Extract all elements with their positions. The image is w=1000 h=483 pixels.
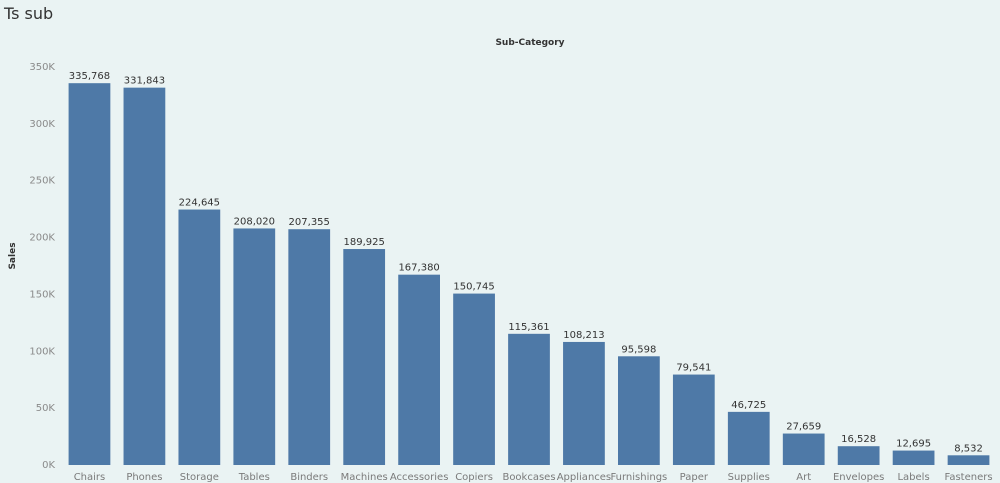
category-label: Machines [341, 472, 388, 483]
y-tick-label: 350K [29, 62, 55, 73]
y-tick-label: 150K [29, 289, 55, 300]
y-tick-label: 0K [42, 460, 55, 471]
data-label: 27,659 [786, 422, 821, 433]
bar[interactable] [618, 356, 660, 465]
data-label: 46,725 [731, 400, 766, 411]
data-label: 331,843 [124, 76, 165, 87]
category-label: Envelopes [833, 472, 884, 483]
data-label: 16,528 [841, 434, 876, 445]
data-label: 224,645 [179, 198, 220, 209]
data-label: 108,213 [563, 330, 604, 341]
data-label: 167,380 [398, 263, 439, 274]
y-axis-title: Sales [8, 242, 18, 269]
data-label: 8,532 [954, 443, 983, 454]
category-label: Supplies [728, 472, 770, 483]
data-label: 12,695 [896, 439, 931, 450]
category-label: Paper [680, 472, 709, 483]
bar[interactable] [947, 455, 990, 465]
y-tick-label: 100K [29, 346, 55, 357]
bar[interactable] [178, 209, 221, 465]
bar[interactable] [123, 87, 166, 466]
data-label: 79,541 [676, 363, 711, 374]
bar[interactable] [563, 341, 605, 465]
category-label: Fasteners [944, 472, 992, 483]
column-header: Sub-Category [495, 38, 564, 48]
category-label: Storage [180, 472, 219, 483]
bars [68, 83, 990, 466]
category-label: Copiers [455, 472, 493, 483]
category-label: Tables [238, 472, 270, 483]
bar[interactable] [398, 274, 440, 465]
data-label: 207,355 [289, 217, 330, 228]
data-label: 150,745 [453, 282, 494, 293]
bar[interactable] [837, 446, 880, 465]
category-label: Art [796, 472, 811, 483]
bar[interactable] [782, 433, 825, 465]
bar[interactable] [727, 411, 770, 465]
data-labels: 335,768 331,843 224,645 208,020 207,355 189,9… [69, 71, 983, 454]
data-label: 335,768 [69, 71, 110, 82]
x-axis: Chairs Phones Storage Tables Binders Machines… [74, 472, 993, 483]
y-tick-label: 300K [29, 119, 55, 130]
category-label: Binders [290, 472, 328, 483]
category-label: Appliances [557, 472, 611, 483]
bar[interactable] [672, 374, 715, 465]
bar[interactable] [233, 228, 276, 465]
bar[interactable] [343, 249, 386, 465]
data-label: 189,925 [343, 237, 384, 248]
category-label: Furnishings [610, 472, 667, 483]
bar[interactable] [453, 293, 495, 465]
y-tick-label: 250K [29, 176, 55, 187]
y-tick-label: 50K [36, 403, 56, 414]
bar[interactable] [68, 83, 111, 466]
y-axis: 0K 50K 100K 150K 200K 250K 300K 350K [29, 62, 55, 471]
category-label: Accessories [390, 472, 449, 483]
category-label: Labels [897, 472, 929, 483]
data-label: 95,598 [621, 344, 656, 355]
data-label: 208,020 [234, 216, 275, 227]
category-label: Chairs [74, 472, 106, 483]
data-label: 115,361 [508, 322, 549, 333]
category-label: Bookcases [502, 472, 555, 483]
bar[interactable] [508, 333, 550, 465]
sheet-title: Ts sub [4, 4, 54, 23]
bar[interactable] [892, 450, 935, 465]
category-label: Phones [126, 472, 162, 483]
bar[interactable] [288, 229, 331, 465]
y-tick-label: 200K [29, 233, 55, 244]
